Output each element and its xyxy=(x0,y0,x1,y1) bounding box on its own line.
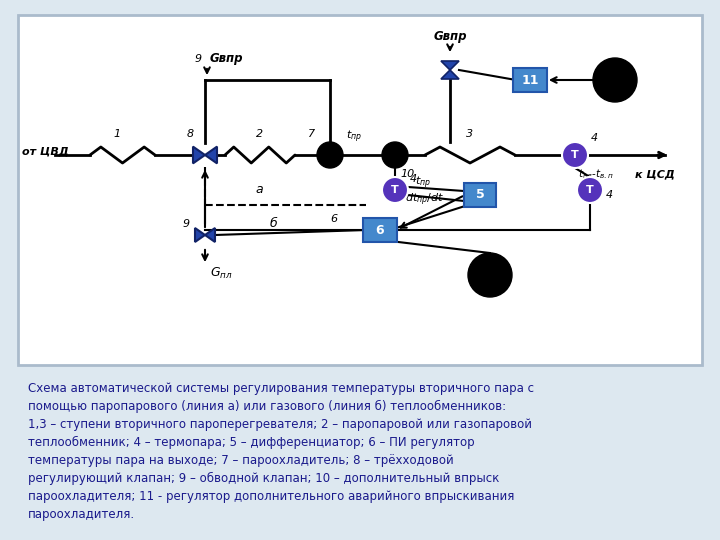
Polygon shape xyxy=(195,228,205,242)
Text: 9: 9 xyxy=(183,219,190,229)
Circle shape xyxy=(562,142,588,168)
Text: помощью паропарового (линия а) или газового (линия б) теплообменников:: помощью паропарового (линия а) или газов… xyxy=(28,400,506,413)
Text: 4: 4 xyxy=(410,174,417,184)
FancyBboxPatch shape xyxy=(464,183,496,207)
Text: T: T xyxy=(586,185,594,195)
Text: Схема автоматической системы регулирования температуры вторичного пара с: Схема автоматической системы регулирован… xyxy=(28,382,534,395)
Text: 11: 11 xyxy=(521,73,539,86)
Text: 7: 7 xyxy=(308,129,315,139)
Text: температуры пара на выходе; 7 – пароохладитель; 8 – трёхходовой: температуры пара на выходе; 7 – пароохла… xyxy=(28,454,454,467)
Text: 10: 10 xyxy=(400,169,414,179)
Circle shape xyxy=(382,177,408,203)
Polygon shape xyxy=(205,228,215,242)
Circle shape xyxy=(468,253,512,297)
Text: T: T xyxy=(571,150,579,160)
Text: пароохладителя.: пароохладителя. xyxy=(28,508,135,521)
Text: 1,3 – ступени вторичного пароперегревателя; 2 – паропаровой или газопаровой: 1,3 – ступени вторичного пароперегревате… xyxy=(28,418,532,431)
Text: $G_{пл}$: $G_{пл}$ xyxy=(210,266,233,281)
Text: от ЦВД: от ЦВД xyxy=(22,146,68,156)
Text: б: б xyxy=(270,217,278,230)
Circle shape xyxy=(317,142,343,168)
Text: а: а xyxy=(255,183,263,196)
Text: $t_{пр}$: $t_{пр}$ xyxy=(346,129,362,145)
FancyBboxPatch shape xyxy=(18,15,702,365)
Text: $dt_{пр}/dt$: $dt_{пр}/dt$ xyxy=(405,191,444,208)
Text: Gвпр: Gвпр xyxy=(210,52,243,65)
Polygon shape xyxy=(441,61,459,70)
Polygon shape xyxy=(441,70,459,79)
FancyBboxPatch shape xyxy=(363,218,397,242)
Text: 5: 5 xyxy=(476,188,485,201)
Circle shape xyxy=(577,177,603,203)
Text: T: T xyxy=(391,185,399,195)
Circle shape xyxy=(593,58,637,102)
Text: регулирующий клапан; 9 – обводной клапан; 10 – дополнительный впрыск: регулирующий клапан; 9 – обводной клапан… xyxy=(28,472,500,485)
Text: к ЦСД: к ЦСД xyxy=(635,169,675,179)
FancyBboxPatch shape xyxy=(513,68,547,92)
Text: теплообменник; 4 – термопара; 5 – дифференциатор; 6 – ПИ регулятор: теплообменник; 4 – термопара; 5 – диффер… xyxy=(28,436,474,449)
Polygon shape xyxy=(193,146,205,164)
Text: $t_{пр}$: $t_{пр}$ xyxy=(415,174,431,191)
Text: 4: 4 xyxy=(606,190,613,200)
Text: 3: 3 xyxy=(467,129,474,139)
Polygon shape xyxy=(205,146,217,164)
Text: 9: 9 xyxy=(195,54,202,64)
Text: 6: 6 xyxy=(376,224,384,237)
Text: Gвпр: Gвпр xyxy=(433,30,467,43)
Circle shape xyxy=(382,142,408,168)
Text: 4: 4 xyxy=(591,133,598,143)
Text: пароохладителя; 11 - регулятор дополнительного аварийного впрыскивания: пароохладителя; 11 - регулятор дополните… xyxy=(28,490,514,503)
Text: 1: 1 xyxy=(114,129,121,139)
Text: 2: 2 xyxy=(256,129,264,139)
Text: 6: 6 xyxy=(330,214,337,224)
Text: $t_{вл}$-$t_{в.п}$: $t_{вл}$-$t_{в.п}$ xyxy=(578,167,613,181)
Text: 8: 8 xyxy=(186,129,194,139)
